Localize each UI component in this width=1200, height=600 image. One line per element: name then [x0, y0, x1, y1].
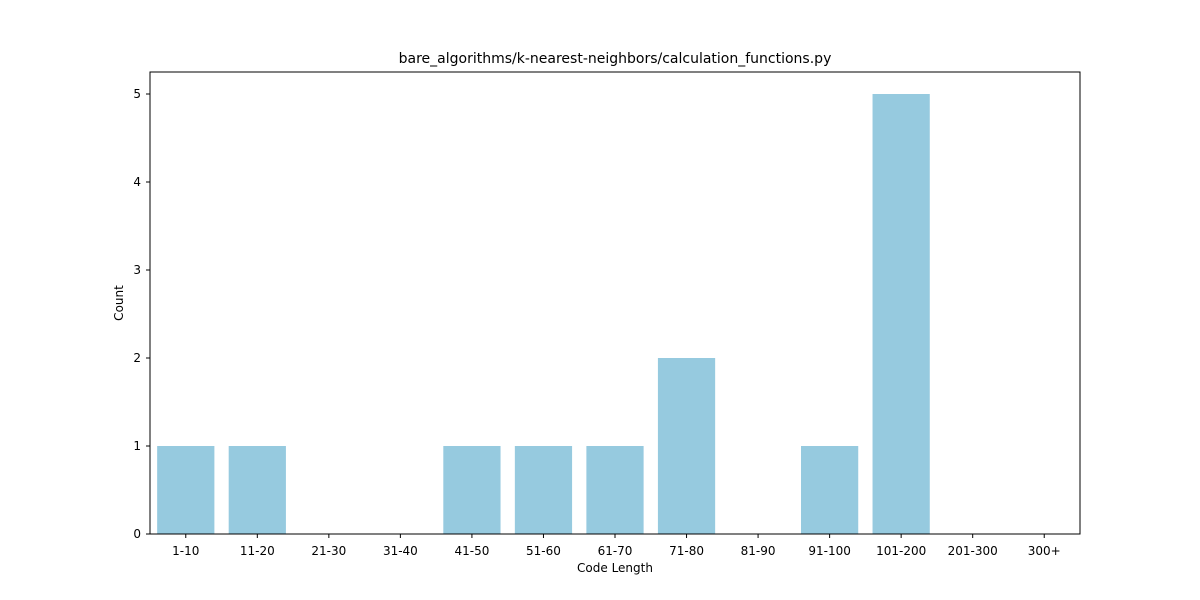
x-tick-label: 101-200	[876, 544, 926, 558]
y-tick-label: 2	[133, 351, 141, 365]
bar-1-10	[157, 446, 215, 534]
bar-101-200	[872, 94, 930, 534]
y-tick-label: 5	[133, 87, 141, 101]
bar-11-20	[228, 446, 286, 534]
y-tick-label: 3	[133, 263, 141, 277]
x-tick-label: 91-100	[808, 544, 851, 558]
x-tick-label: 21-30	[311, 544, 346, 558]
x-tick-label: 81-90	[741, 544, 776, 558]
x-tick-label: 31-40	[383, 544, 418, 558]
y-tick-label: 0	[133, 527, 141, 541]
x-tick-label: 41-50	[454, 544, 489, 558]
bar-51-60	[514, 446, 573, 534]
y-axis: 0 1 2 3 4 5	[133, 87, 150, 541]
x-tick-label: 51-60	[526, 544, 561, 558]
x-tick-label: 11-20	[240, 544, 275, 558]
x-tick-label: 201-300	[948, 544, 998, 558]
bars-group	[157, 94, 930, 534]
x-tick-label: 300+	[1028, 544, 1061, 558]
bar-61-70	[586, 446, 644, 534]
y-tick-label: 1	[133, 439, 141, 453]
chart-title: bare_algorithms/k-nearest-neighbors/calc…	[399, 51, 832, 67]
x-tick-label: 61-70	[598, 544, 633, 558]
x-axis: 1-10 11-20 21-30 31-40 41-50 51-60 61-70 71-80 8…	[172, 534, 1061, 558]
x-axis-label: Code Length	[577, 561, 653, 575]
bar-41-50	[443, 446, 501, 534]
y-axis-label: Count	[112, 285, 126, 321]
bar-91-100	[801, 446, 859, 534]
bar-71-80	[657, 358, 716, 534]
x-tick-label: 71-80	[669, 544, 704, 558]
x-tick-label: 1-10	[172, 544, 199, 558]
y-tick-label: 4	[133, 175, 141, 189]
